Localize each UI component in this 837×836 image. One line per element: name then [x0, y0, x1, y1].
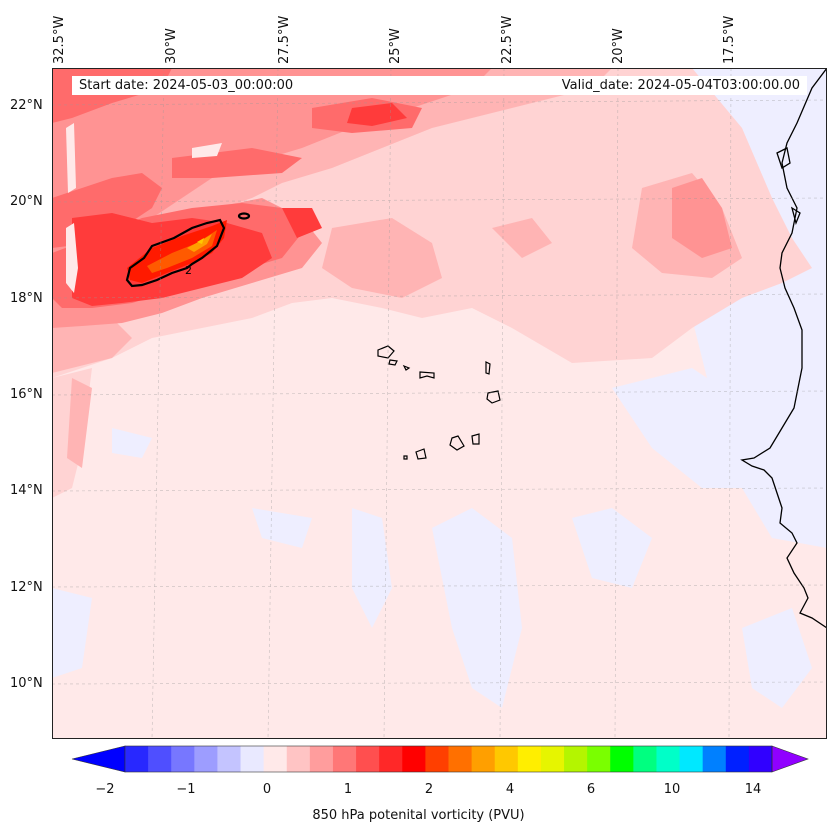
- colorbar-segment: [217, 746, 242, 772]
- colorbar-tick: 2: [424, 782, 434, 797]
- colorbar-segment: [379, 746, 403, 772]
- info-bar: Start date: 2024-05-03_00:00:00 Valid_da…: [72, 76, 807, 95]
- lon-label-32.5w: 32.5°W: [52, 15, 67, 64]
- colorbar-segment: [286, 746, 311, 772]
- lat-label-16n: 16°N: [10, 387, 43, 402]
- colorbar-outline: [124, 745, 773, 773]
- map-panel: 2: [52, 68, 827, 739]
- colorbar-segment: [748, 746, 773, 772]
- lon-label-17.5w: 17.5°W: [722, 15, 737, 64]
- colorbar-segment: [633, 746, 657, 772]
- colorbar-segment: [125, 746, 149, 772]
- colorbar-segment: [471, 746, 496, 772]
- colorbar-segment: [240, 746, 265, 772]
- colorbar-tick: 10: [663, 782, 681, 797]
- colorbar-extend-min: [71, 745, 126, 773]
- colorbar-tick: 14: [744, 782, 762, 797]
- lat-label-20n: 20°N: [10, 194, 43, 209]
- colorbar-title: 850 hPa potenital vorticity (PVU): [312, 808, 525, 823]
- lon-label-20w: 20°W: [611, 28, 626, 64]
- colorbar-tick: 4: [505, 782, 515, 797]
- colorbar-segment: [148, 746, 172, 772]
- lat-label-14n: 14°N: [10, 483, 43, 498]
- colorbar: [71, 745, 809, 773]
- lat-label-18n: 18°N: [10, 291, 43, 306]
- colorbar-segment: [194, 746, 218, 772]
- graticule: [52, 68, 827, 739]
- colorbar-extend-max: [771, 745, 809, 773]
- colorbar-segment: [656, 746, 681, 772]
- colorbar-segment: [679, 746, 704, 772]
- colorbar-segment: [702, 746, 727, 772]
- colorbar-segment: [309, 746, 334, 772]
- colorbar-segment: [332, 746, 357, 772]
- colorbar-tick: 6: [586, 782, 596, 797]
- colorbar-segment: [263, 746, 288, 772]
- lat-label-12n: 12°N: [10, 580, 43, 595]
- colorbar-segment: [425, 746, 449, 772]
- negative-pv-areas: [52, 68, 827, 708]
- lon-label-27.5w: 27.5°W: [277, 15, 292, 64]
- map-plot: 2: [52, 68, 827, 739]
- lat-label-10n: 10°N: [10, 676, 43, 691]
- colorbar-segment: [494, 746, 519, 772]
- pv-level-2-plus: [127, 220, 227, 283]
- colorbar-tick: −2: [95, 782, 115, 797]
- light-streaks: [66, 123, 222, 293]
- colorbar-tick: 0: [262, 782, 272, 797]
- colorbar-segment: [517, 746, 542, 772]
- colorbar-segment: [610, 746, 634, 772]
- contour-label: 2: [185, 264, 192, 277]
- colorbar-segment: [356, 746, 380, 772]
- pv-contour-2: [125, 212, 251, 288]
- lon-label-22.5w: 22.5°W: [500, 15, 515, 64]
- colorbar-tick: 1: [343, 782, 353, 797]
- colorbar-tick: −1: [176, 782, 196, 797]
- colorbar-segment: [402, 746, 426, 772]
- lon-label-25w: 25°W: [388, 28, 403, 64]
- cape-verde-islands: [377, 345, 501, 460]
- colorbar-segment: [540, 746, 565, 772]
- valid-date-label: Valid_date: 2024-05-04T03:00:00.00: [561, 78, 800, 93]
- colorbar-segment: [171, 746, 195, 772]
- colorbar-segment: [725, 746, 750, 772]
- start-date-label: Start date: 2024-05-03_00:00:00: [79, 78, 294, 93]
- lon-label-30w: 30°W: [164, 28, 179, 64]
- colorbar-segment: [564, 746, 588, 772]
- lat-label-22n: 22°N: [10, 98, 43, 113]
- colorbar-segment: [448, 746, 473, 772]
- colorbar-segment: [587, 746, 611, 772]
